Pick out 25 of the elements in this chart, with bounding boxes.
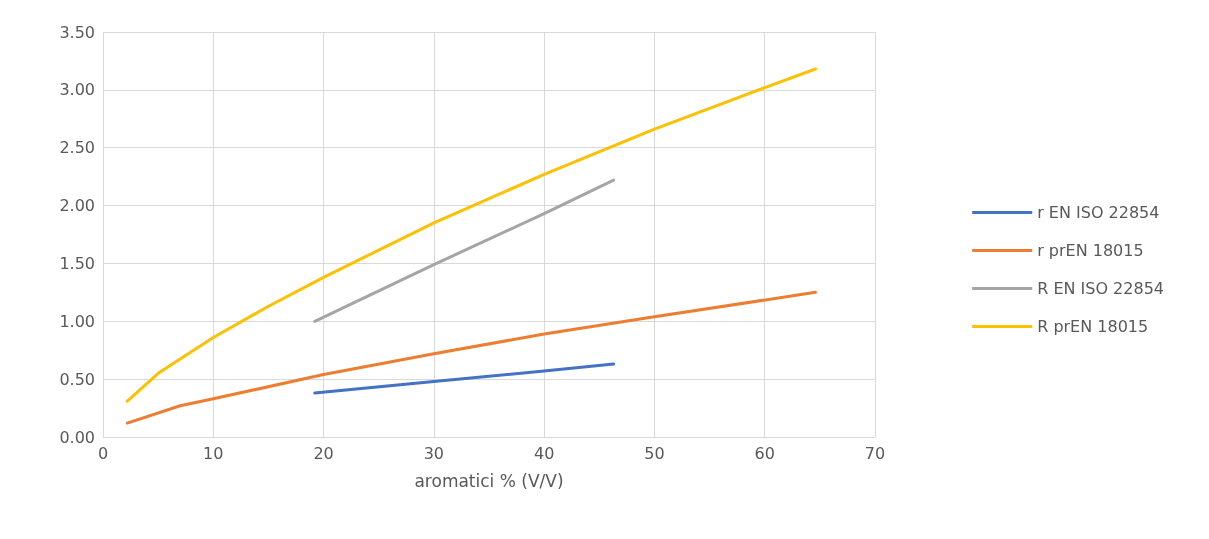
x-tick-label: 0	[97, 443, 109, 463]
legend-label: r prEN 18015	[1037, 241, 1144, 260]
x-tick-label: 40	[533, 443, 555, 463]
x-tick-label: 70	[864, 443, 886, 463]
y-tick-label: 0.00	[59, 427, 95, 447]
line-series	[313, 362, 616, 395]
line-series	[125, 290, 817, 425]
x-tick-label: 30	[423, 443, 445, 463]
x-tick-label: 10	[203, 443, 224, 463]
y-tick-label: 2.00	[59, 196, 95, 216]
y-tick-label: 2.50	[59, 138, 95, 158]
y-tick-label: 1.00	[59, 311, 95, 331]
legend-label: r EN ISO 22854	[1037, 203, 1160, 222]
x-tick-label: 60	[754, 443, 775, 463]
line-series	[125, 67, 817, 403]
y-tick-label: 0.50	[59, 369, 95, 389]
legend-label: R EN ISO 22854	[1037, 279, 1165, 298]
line-series	[313, 178, 616, 323]
x-tick-label: 20	[313, 443, 334, 463]
x-tick-label: 50	[644, 443, 665, 463]
x-axis-title: aromatici % (V/V)	[414, 470, 564, 491]
legend-label: R prEN 18015	[1037, 317, 1149, 336]
y-tick-label: 3.50	[59, 22, 95, 42]
y-tick-label: 3.00	[59, 80, 95, 100]
y-tick-label: 1.50	[59, 253, 95, 273]
